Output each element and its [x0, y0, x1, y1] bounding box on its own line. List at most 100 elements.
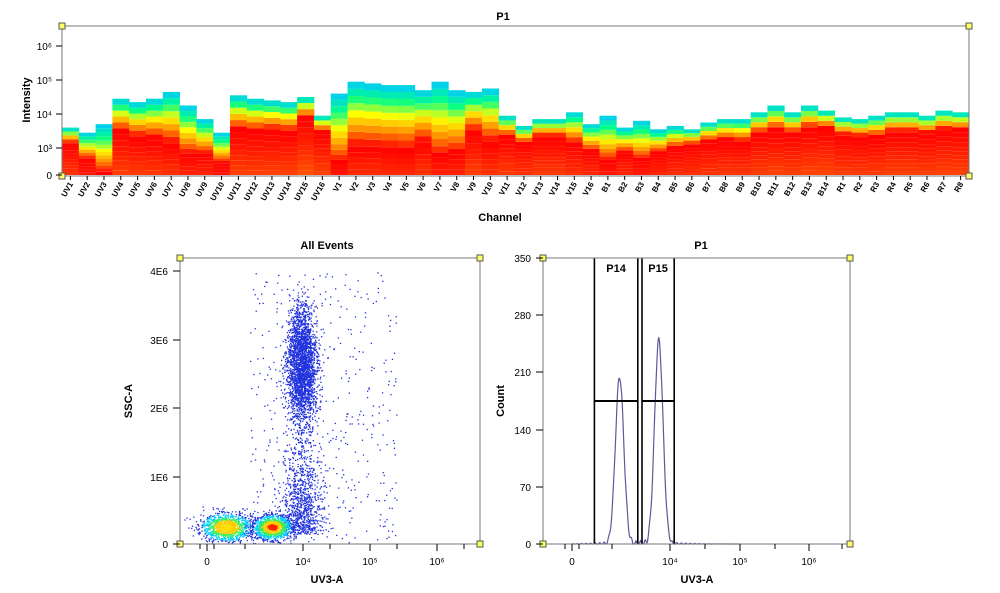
scatter-point: [315, 345, 317, 347]
scatter-point: [292, 393, 294, 395]
spectrum-cell: [145, 140, 164, 147]
scatter-point: [286, 511, 288, 513]
spectrum-cell: [263, 141, 281, 148]
scatter-point: [290, 340, 292, 342]
spectrum-cell: [549, 137, 567, 142]
spectrum-cell: [532, 164, 550, 168]
scatter-point: [313, 532, 315, 535]
scatter-point: [301, 353, 303, 355]
scatter-point: [280, 364, 282, 366]
scatter-point: [309, 393, 311, 395]
scatter-point: [308, 482, 310, 484]
scatter-point: [294, 401, 296, 403]
scatter-point: [337, 300, 339, 302]
scatter-point: [277, 507, 279, 509]
scatter-point: [291, 393, 293, 395]
scatter-point: [304, 292, 307, 294]
scatter-point: [321, 498, 323, 500]
scatter-point: [294, 342, 296, 345]
spectrum-handle-bl[interactable]: [58, 172, 66, 180]
scatter-point: [339, 506, 341, 508]
scatter-point: [296, 368, 298, 371]
spectrum-cell: [666, 168, 684, 172]
scatter-point: [297, 394, 300, 397]
spectrum-handle-tl[interactable]: [58, 22, 66, 30]
scatter-point: [304, 456, 306, 458]
spectrum-cell: [851, 153, 869, 158]
scatter-point: [297, 352, 299, 354]
scatter-point: [310, 532, 312, 534]
spectrum-cell: [145, 160, 164, 166]
spectrum-cell: [750, 132, 768, 138]
scatter-point: [349, 423, 351, 425]
scatter-point: [291, 375, 293, 377]
scatter-point: [289, 468, 292, 470]
spectrum-cell: [95, 158, 113, 162]
scatter-point: [355, 358, 357, 360]
scatter-point: [302, 367, 304, 369]
spectrum-cell: [935, 158, 953, 163]
scatter-point: [309, 428, 311, 430]
spectrum-xtick-UV1: UV1: [60, 180, 76, 198]
scatter-point: [395, 482, 397, 484]
spectrum-cell: [481, 128, 500, 136]
scatter-point: [304, 441, 306, 443]
scatter-point: [315, 391, 318, 393]
scatter-point: [310, 528, 312, 530]
scatter-point: [295, 396, 297, 398]
scatter-point: [304, 532, 306, 534]
scatter-point: [295, 368, 297, 370]
scatter-point: [311, 488, 314, 490]
scatter-point: [275, 346, 277, 349]
scatter-point: [354, 295, 356, 297]
scatter-point: [317, 496, 319, 498]
scatter-point: [312, 469, 315, 471]
scatter-point: [316, 367, 318, 369]
spectrum-cell: [666, 125, 684, 130]
scatter-point: [303, 340, 305, 342]
spectrum-cell: [666, 152, 684, 156]
scatter-point: [292, 390, 295, 392]
spectrum-cell: [280, 113, 298, 120]
spectrum-xtick-V7: V7: [432, 180, 445, 193]
scatter-point: [292, 457, 295, 460]
scatter-point: [291, 498, 293, 501]
spectrum-cell: [448, 90, 466, 97]
scatter-point: [304, 356, 306, 359]
scatter-point: [310, 529, 312, 532]
spectrum-cell: [196, 137, 214, 142]
scatter-point: [377, 287, 379, 290]
spectrum-cell: [95, 140, 113, 145]
scatter-point: [298, 357, 300, 359]
scatter-point: [255, 448, 257, 450]
scatter-point: [308, 361, 310, 364]
scatter-point: [304, 427, 306, 430]
spectrum-cell: [179, 110, 197, 117]
spectrum-cell: [431, 169, 449, 175]
scatter-point: [287, 348, 289, 350]
scatter-point: [302, 376, 304, 378]
spectrum-cell: [196, 141, 214, 147]
scatter-point: [307, 529, 309, 531]
scatter-point: [296, 384, 298, 386]
scatter-point: [307, 315, 309, 318]
spectrum-cell: [582, 148, 600, 153]
scatter-point: [292, 379, 294, 381]
scatter-point: [306, 365, 308, 367]
spectrum-cell: [901, 132, 920, 138]
scatter-point: [292, 332, 295, 334]
spectrum-cell: [62, 162, 80, 166]
spectrum-cell: [649, 140, 668, 145]
scatter-point: [312, 333, 314, 336]
scatter-point: [296, 329, 298, 331]
spectrum-handle-br[interactable]: [965, 172, 973, 180]
scatter-point: [321, 461, 323, 463]
scatter-point: [302, 347, 304, 349]
spectrum-cell: [918, 129, 936, 135]
spectrum-channel-V6: [414, 90, 432, 175]
spectrum-cell: [901, 122, 920, 128]
spectrum-cell: [213, 146, 231, 150]
scatter-point: [302, 405, 304, 407]
spectrum-y-label: Intensity: [21, 77, 33, 123]
spectrum-handle-tr[interactable]: [965, 22, 973, 30]
